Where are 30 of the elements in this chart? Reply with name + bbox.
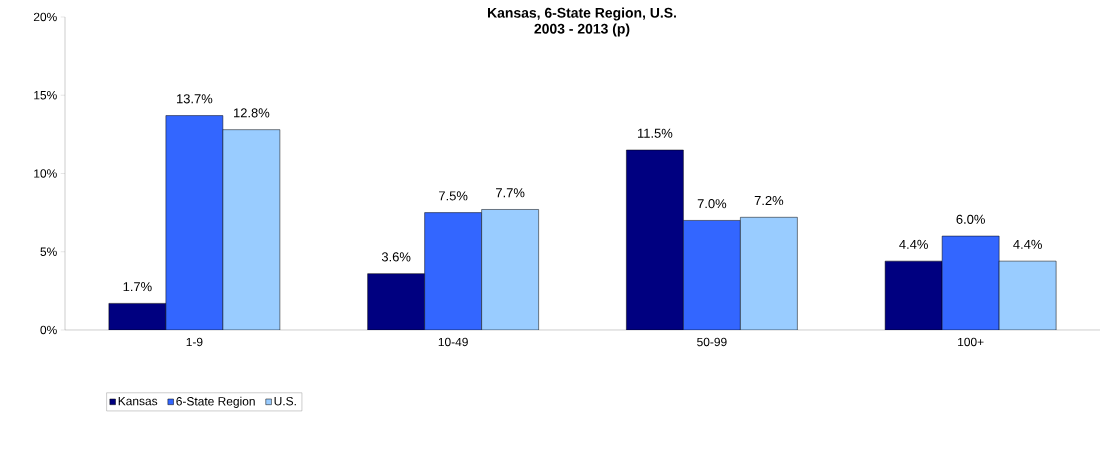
bar [108,303,167,330]
data-label: 13.7% [177,94,213,104]
legend-label: 6-State Region [176,396,255,408]
y-tick-label: 10% [34,169,57,178]
x-tick-label: 100+ [958,337,984,347]
chart-subtitle: 2003 - 2013 (p) [534,23,630,37]
data-label: 7.2% [754,195,784,206]
y-tick-label: 15% [34,91,57,100]
y-tick-label: 5% [40,247,57,256]
data-label: 6.0% [956,214,985,224]
data-label: 7.7% [496,188,525,198]
data-label: 1.7% [123,282,152,292]
legend-label: Kansas [118,396,158,406]
y-tick-label: 20% [33,12,57,22]
bar [884,260,943,330]
data-label: 4.4% [1013,239,1042,249]
data-label: 12.8% [234,108,270,118]
bar [626,149,684,330]
x-tick-label: 50-99 [697,337,727,347]
x-tick-label: 1-9 [186,337,203,347]
data-label: 7.5% [439,191,468,201]
legend-label: U.S. [274,396,296,406]
data-label: 3.6% [381,252,411,262]
data-label: 11.5% [637,128,673,138]
x-tick-label: 10-49 [438,337,468,347]
y-tick-label: 0% [40,325,57,335]
data-label: 4.4% [899,239,928,249]
chart-title: Kansas, 6-State Region, U.S. [488,7,676,21]
data-label: 7.0% [697,199,727,209]
bar [367,273,425,330]
